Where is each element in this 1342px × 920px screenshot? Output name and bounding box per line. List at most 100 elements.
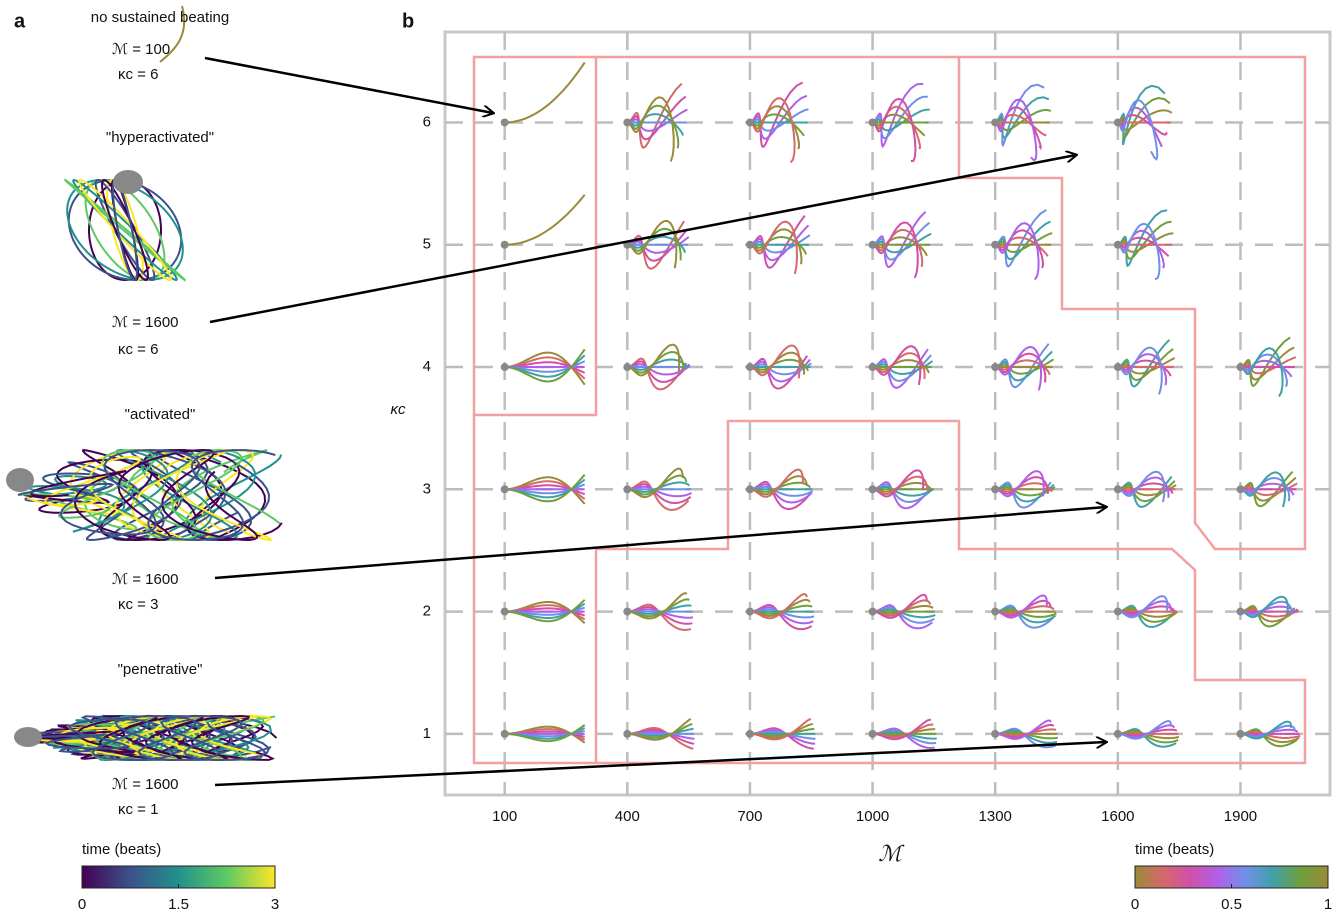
head (991, 240, 1000, 249)
waveform (1117, 595, 1169, 619)
waveform (627, 343, 681, 377)
y-axis-label: κc (391, 401, 407, 418)
waveform (627, 95, 687, 141)
waveform (1117, 470, 1166, 503)
y-tick-label: 2 (423, 603, 431, 620)
head (623, 729, 632, 738)
head (868, 607, 877, 616)
waveform (627, 718, 692, 741)
colorbar-tick-label: 1 (1324, 896, 1332, 913)
colorbar-tick-label: 1.5 (168, 896, 189, 913)
region-boundary (472, 415, 1307, 765)
waveform (995, 719, 1052, 740)
waveform (504, 473, 586, 503)
colorbar-title: time (beats) (82, 841, 161, 858)
m-label: ℳ = 1600 (112, 571, 179, 588)
y-tick-label: 1 (423, 725, 431, 742)
trajectory (72, 178, 178, 282)
m-label: ℳ = 1600 (112, 776, 179, 793)
head (991, 729, 1000, 738)
waveform (749, 468, 804, 498)
colorbar-tick-label: 0 (1131, 896, 1139, 913)
waveform (1117, 220, 1172, 260)
region-boundary (472, 55, 598, 417)
head (868, 729, 877, 738)
head (991, 118, 1000, 127)
axes-frame (443, 30, 1332, 797)
item-title: "hyperactivated" (106, 129, 214, 146)
waveform (749, 220, 799, 275)
panel-label: a (14, 10, 26, 32)
kappa-label: κc = 6 (118, 66, 158, 83)
waveform (627, 467, 684, 499)
waveform (995, 594, 1048, 619)
arrow (209, 155, 1076, 324)
head (745, 240, 754, 249)
waveform (1117, 339, 1171, 388)
head (623, 118, 632, 127)
waveform (872, 345, 922, 386)
head (1113, 240, 1122, 249)
arrow (214, 507, 1106, 580)
waveform (504, 724, 586, 743)
trajectory (30, 714, 275, 761)
head (500, 240, 509, 249)
waveform (994, 209, 1047, 268)
waveform (749, 344, 801, 379)
head (1236, 729, 1245, 738)
waveform (749, 97, 796, 164)
head (868, 118, 877, 127)
head (6, 468, 34, 492)
waveform (504, 599, 586, 623)
item-title: no sustained beating (91, 9, 229, 26)
y-tick-label: 3 (423, 480, 431, 497)
trajectory (23, 714, 267, 761)
x-tick-label: 100 (492, 808, 517, 825)
head (500, 118, 509, 127)
item-title: "activated" (125, 406, 196, 423)
head (623, 485, 632, 494)
waveform (994, 96, 1050, 139)
waveform (994, 220, 1051, 261)
waveform (1240, 346, 1295, 381)
y-tick-label: 6 (423, 113, 431, 130)
x-tick-label: 1600 (1101, 808, 1134, 825)
y-tick-label: 5 (423, 236, 431, 253)
waveform (504, 61, 586, 124)
colorbars: time (beats) 0 1.5 3 time (beats) 0 0.5 1 (78, 841, 1332, 913)
waveform (627, 592, 688, 620)
waveform (749, 718, 812, 741)
arrows (204, 56, 1106, 787)
trajectory (101, 178, 149, 282)
head (623, 607, 632, 616)
waveform (1240, 336, 1291, 388)
waveform (994, 83, 1045, 147)
waveform (1117, 99, 1159, 161)
waveform (1117, 84, 1166, 146)
head (500, 363, 509, 372)
colorbar-tick-label: 0.5 (1221, 896, 1242, 913)
trajectory (28, 448, 257, 542)
waveform (749, 481, 811, 493)
waveform (994, 345, 1043, 391)
panel-a-labels: no sustained beating ℳ = 100 κc = 6 "hypera… (91, 9, 229, 818)
waveform (1117, 209, 1168, 268)
head (991, 485, 1000, 494)
m-label: ℳ = 100 (112, 41, 170, 58)
x-tick-label: 400 (615, 808, 640, 825)
colorbar-title: time (beats) (1135, 841, 1214, 858)
waveform (627, 481, 690, 493)
region-boundary (596, 55, 1307, 551)
x-tick-label: 1000 (856, 808, 889, 825)
head (868, 363, 877, 372)
waveform (872, 718, 932, 741)
head (745, 363, 754, 372)
waveform (995, 470, 1045, 498)
head (745, 607, 754, 616)
waveform (1240, 720, 1292, 740)
x-tick-label: 1300 (979, 808, 1012, 825)
head (868, 240, 877, 249)
waveform (1117, 719, 1172, 740)
head (745, 485, 754, 494)
trajectory (112, 178, 138, 282)
